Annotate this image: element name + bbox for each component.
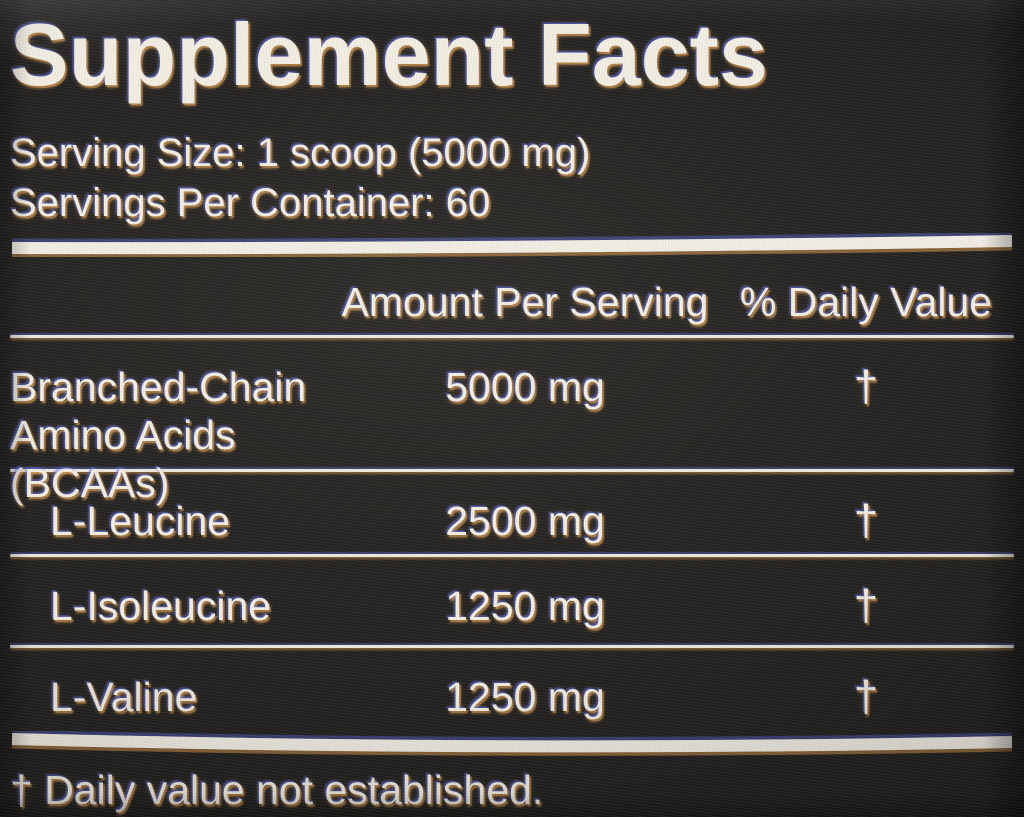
table-row: Branched-Chain Amino Acids (BCAAs) 5000 … bbox=[10, 338, 1014, 507]
table-row: L-Isoleucine 1250 mg † bbox=[10, 557, 1014, 645]
header-daily-value-label: % Daily Value bbox=[739, 279, 993, 325]
row-amount: 5000 mg bbox=[445, 364, 605, 410]
thin-divider bbox=[10, 335, 1014, 338]
row-name: L-Valine bbox=[50, 674, 198, 720]
serving-info: Serving Size: 1 scoop (5000 mg) Servings… bbox=[10, 128, 1014, 228]
row-name: L-Leucine bbox=[50, 498, 231, 544]
thin-divider bbox=[10, 469, 1014, 472]
table-row: L-Leucine 2500 mg † bbox=[10, 472, 1014, 554]
serving-size-line: Serving Size: 1 scoop (5000 mg) bbox=[10, 131, 591, 175]
page-title: Supplement Facts bbox=[10, 5, 768, 104]
table-header-row: Amount Per Serving % Daily Value bbox=[10, 257, 1014, 335]
row-amount: 2500 mg bbox=[445, 498, 605, 544]
row-daily-value: † bbox=[853, 496, 879, 545]
thin-divider bbox=[10, 645, 1014, 648]
row-amount: 1250 mg bbox=[445, 674, 605, 720]
thin-divider bbox=[10, 554, 1014, 557]
row-name: L-Isoleucine bbox=[50, 583, 272, 629]
panel-content: Supplement Facts Serving Size: 1 scoop (… bbox=[0, 8, 1024, 815]
servings-per-container-line: Servings Per Container: 60 bbox=[10, 181, 491, 225]
thick-rule-top bbox=[11, 233, 1013, 257]
row-daily-value: † bbox=[853, 581, 879, 630]
table-row: L-Valine 1250 mg † bbox=[10, 648, 1014, 726]
thick-rule-bottom bbox=[11, 731, 1013, 756]
row-daily-value: † bbox=[853, 362, 879, 411]
row-name: Branched-Chain Amino Acids (BCAAs) bbox=[10, 364, 307, 506]
row-daily-value: † bbox=[853, 672, 879, 721]
row-amount: 1250 mg bbox=[445, 583, 605, 629]
footnote: † Daily value not established. bbox=[10, 767, 544, 813]
header-amount-label: Amount Per Serving bbox=[341, 279, 709, 325]
